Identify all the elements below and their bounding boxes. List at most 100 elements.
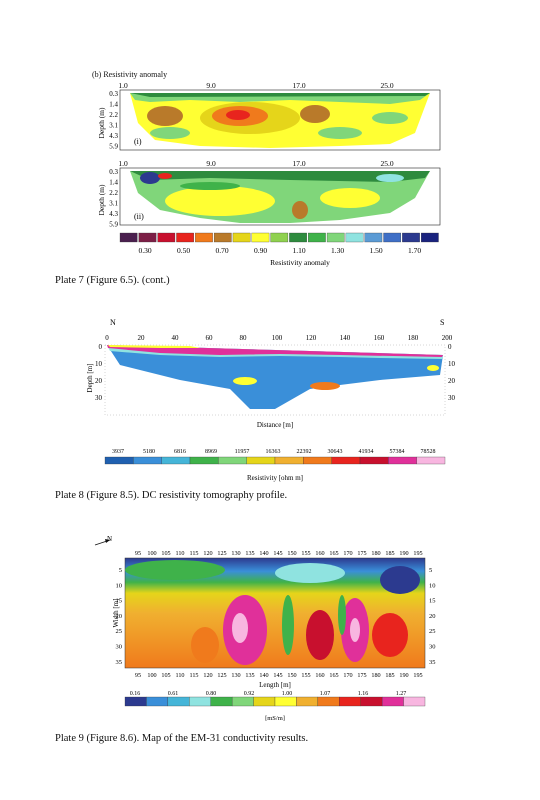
plate9-x-tick-top: 120: [203, 550, 212, 557]
plate9-y-tick-left: 20: [116, 613, 123, 620]
plate9-x-tick-top: 165: [329, 550, 338, 557]
plate8-legend-swatch: [189, 456, 219, 465]
plate9-x-tick-top: 170: [343, 550, 352, 557]
plate7-y-tick: 2.2: [109, 189, 118, 197]
plate7-x-tick: 1.0: [118, 159, 128, 168]
plate9-legend-swatch: [317, 696, 340, 707]
plate9-caption: Plate 9 (Figure 8.6). Map of the EM-31 c…: [55, 733, 309, 744]
plate8-legend-tick: 5180: [143, 449, 155, 455]
plate8-legend-swatch: [133, 456, 162, 465]
plate7-y-tick: 0.3: [109, 90, 118, 98]
plate9-legend-swatch: [210, 696, 233, 707]
plate9-x-tick-bottom: 175: [357, 672, 366, 679]
plate8-xlabel: Distance [m]: [257, 421, 293, 429]
plate8-compass-s: S: [440, 318, 444, 327]
plate7-caption: Plate 7 (Figure 6.5). (cont.): [55, 275, 170, 286]
plate7-y-tick: 5.9: [109, 221, 118, 229]
plate9-legend-tick: 1.16: [358, 691, 369, 697]
plate9-legend-tick: 1.00: [282, 691, 293, 697]
plate9-legend-swatch: [189, 696, 211, 707]
plate9-x-tick-top: 195: [413, 550, 422, 557]
plate7-legend-swatch: [326, 232, 345, 243]
plate8-x-tick: 40: [172, 334, 180, 342]
plate7-x-tick: 9.0: [206, 159, 216, 168]
plate9-y-tick-right: 35: [429, 659, 436, 666]
plate8-legend-swatch: [104, 456, 134, 465]
plate9-figure: N 95 100 105 110 115 120 125 130 135 140 145 150 155…: [94, 535, 436, 722]
plate8-legend-tick: 11957: [235, 449, 250, 455]
plate8-legend-tick: 78528: [421, 449, 436, 455]
plate9-legend-swatch: [274, 696, 297, 707]
plate8-legend-tick: 6816: [174, 449, 186, 455]
plate9-y-tick-left: 10: [116, 582, 123, 589]
plate7-legend-swatch: [138, 232, 157, 243]
plate8-x-tick: 60: [206, 334, 214, 342]
plate9-x-tick-bottom: 150: [287, 672, 296, 679]
plate9-legend-swatch: [339, 696, 361, 707]
north-arrow-icon: N: [94, 535, 112, 546]
plate9-x-tick-bottom: 165: [329, 672, 338, 679]
plate9-x-tick-bottom: 195: [413, 672, 422, 679]
plate8-section: [107, 345, 443, 409]
plate8-legend-title: Resistivity [ohm m]: [247, 474, 303, 482]
plate9-legend-swatch: [231, 696, 254, 707]
plate9-legend-swatch: [124, 696, 147, 707]
plate8-legend-tick: 30643: [328, 449, 343, 455]
plate7-legend-swatch: [402, 232, 420, 243]
plate9-y-tick-right: 10: [429, 582, 436, 589]
plate8-legend-tick: 41934: [359, 449, 374, 455]
plate9-x-tick-top: 180: [371, 550, 380, 557]
plate7-legend-swatch: [195, 232, 213, 243]
plate8-caption: Plate 8 (Figure 8.5). DC resistivity tom…: [55, 490, 288, 501]
plate9-x-tick-top: 95: [135, 550, 141, 557]
plate9-y-tick-right: 15: [429, 598, 436, 605]
plate7-y-tick: 3.1: [109, 122, 118, 130]
plate9-y-tick-right: 30: [429, 644, 436, 651]
plate9-x-tick-top: 135: [245, 550, 254, 557]
plate8-legend-swatch: [331, 456, 361, 465]
plate8-y-tick-left: 30: [95, 394, 103, 402]
plate8-x-tick: 20: [138, 334, 146, 342]
plate9-x-tick-bottom: 125: [217, 672, 226, 679]
plate8-legend-tick: 3937: [112, 449, 124, 455]
plate9-x-tick-bottom: 130: [231, 672, 240, 679]
plate9-x-tick-bottom: 110: [175, 672, 184, 679]
plate7-legend-tick: 1.50: [369, 246, 382, 255]
plate7-y-tick: 4.3: [109, 132, 118, 140]
plate8-legend-swatch: [303, 456, 332, 465]
plate7-legend-swatch: [289, 232, 307, 243]
plate8-y-tick-left: 0: [99, 343, 103, 351]
plate7-legend-swatch: [364, 232, 383, 243]
plate8-compass-n: N: [110, 318, 116, 327]
plate7-panel-label-i: (i): [134, 137, 142, 146]
plate9-legend-tick: 0.80: [206, 691, 217, 697]
plate7-panel-ii: [119, 167, 441, 226]
plate9-x-tick-bottom: 170: [343, 672, 352, 679]
plate9-y-tick-right: 25: [429, 628, 436, 635]
plate9-legend-tick: 1.27: [396, 691, 407, 697]
plate8-legend-swatch: [388, 456, 417, 465]
plate7-y-tick: 1.4: [109, 101, 118, 109]
plate8-figure: N S 0 20 40 60 80 100 120 140 160 180 200 0102030 …: [86, 318, 456, 482]
plate8-legend-swatch: [161, 456, 191, 465]
plate7-legend-tick: 1.10: [292, 246, 305, 255]
plate7-legend-tick: 0.70: [215, 246, 228, 255]
plate9-x-tick-top: 115: [189, 550, 198, 557]
plate9-x-tick-top: 130: [231, 550, 240, 557]
plate9-x-tick-bottom: 190: [399, 672, 408, 679]
plate8-legend-tick: 8969: [205, 449, 217, 455]
plate8-y-tick-right: 0: [448, 343, 452, 351]
plate7-ylabel-ii: Depth (m): [97, 184, 106, 216]
plate9-x-tick-top: 100: [147, 550, 156, 557]
plate8-x-tick: 200: [442, 334, 453, 342]
plate7-panel-label-ii: (ii): [134, 212, 144, 221]
plate7-legend-swatch: [270, 232, 289, 243]
plate7-legend-swatch: [421, 232, 439, 243]
plate7-legend-swatch: [157, 232, 176, 243]
plate8-legend-swatch: [246, 456, 276, 465]
plate9-x-tick-top: 105: [161, 550, 170, 557]
plate9-y-tick-right: 5: [429, 567, 432, 574]
plate8-y-tick-left: 10: [95, 360, 103, 368]
plate9-y-tick-left: 35: [116, 659, 123, 666]
plate9-legend-unit: [mS/m]: [265, 715, 285, 722]
